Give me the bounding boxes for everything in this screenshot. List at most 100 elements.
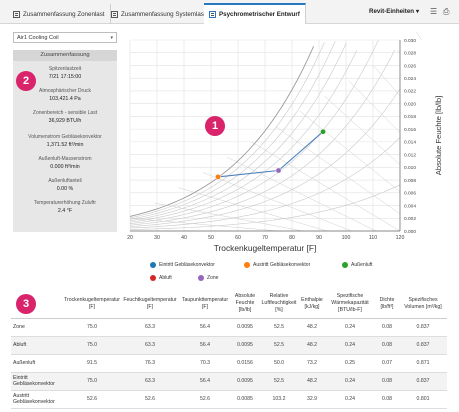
legend-item[interactable]: Austritt Gebläsekonvektor (244, 262, 310, 268)
column-header[interactable]: Enthalpie [kJ/kg] (299, 290, 325, 319)
column-header[interactable]: Taupunkttemperatur [F] (179, 290, 231, 319)
table-cell: 52.5 (259, 372, 299, 391)
table-cell: 0.0156 (231, 354, 259, 373)
enthalpy-line (227, 156, 376, 232)
table-cell: 52.6 (63, 390, 121, 409)
chart-icon (209, 11, 216, 18)
table-cell: 52.6 (121, 390, 179, 409)
table-cell: 52.5 (259, 318, 299, 337)
summary-item: Zonenbereich - sensible Last 36,929 BTU/… (13, 110, 117, 124)
print-icon[interactable]: ⎙ (443, 7, 450, 16)
process-line (217, 131, 324, 178)
column-header[interactable]: Absolute Feuchte [lb/lb] (231, 290, 259, 319)
table-cell: 103.2 (259, 390, 299, 409)
tab-zone-load-summary[interactable]: Zusammenfassung Zonenlast (8, 4, 111, 24)
legend-item[interactable]: Abluft (150, 275, 172, 281)
state-point (320, 128, 326, 135)
table-cell: 0.24 (325, 390, 375, 409)
column-header[interactable]: Relative Luftfeuchtigkeit [%] (259, 290, 299, 319)
table-row: Zone 75.0 63.3 56.4 0.0095 52.5 48.2 0.2… (11, 318, 447, 337)
legend-swatch (244, 262, 250, 268)
y-tick-label: 0.030 (404, 38, 416, 44)
table-cell: 0.871 (399, 354, 447, 373)
summary-value: 2.4 °F (57, 208, 73, 214)
summary-label: Atmosphärischer Druck (39, 88, 91, 94)
y-axis-title: Absolute Feuchte [lb/lb] (434, 96, 443, 175)
legend-swatch (342, 262, 348, 268)
y-tick-label: 0.004 (404, 203, 416, 209)
y-tick-label: 0.002 (404, 216, 416, 222)
summary-value: 36,929 BTU/h (48, 118, 82, 124)
legend-item[interactable]: Eintritt Gebläsekonvektor (150, 262, 215, 268)
table-cell: Zone (11, 318, 63, 337)
summary-value: 7/21 17:15:00 (48, 74, 82, 80)
y-tick-label: 0.014 (404, 140, 416, 146)
table-cell: 0.837 (399, 372, 447, 391)
legend-item[interactable]: Zone (198, 275, 218, 281)
summary-label: Außenluftanteil (48, 178, 82, 184)
callout-badge-1: 1 (205, 116, 225, 136)
x-tick-label: 60 (235, 235, 241, 241)
tab-label: Zusammenfassung Systemlast (121, 10, 206, 18)
units-dropdown[interactable]: Revit-Einheiten ▾ (369, 8, 419, 15)
enthalpy-line (299, 111, 401, 193)
table-cell: 63.3 (121, 318, 179, 337)
table-cell: 0.24 (325, 318, 375, 337)
summary-item: Spitzenlastzeit 7/21 17:15:00 (13, 66, 117, 80)
table-cell: 0.837 (399, 336, 447, 355)
x-tick-label: 100 (342, 235, 351, 241)
column-header[interactable]: Dichte [lb/ft³] (375, 290, 399, 319)
table-cell: 0.08 (375, 390, 399, 409)
table-cell: 48.2 (299, 336, 325, 355)
table-cell: 48.2 (299, 318, 325, 337)
table-cell: 75.0 (63, 318, 121, 337)
tab-bar: Zusammenfassung Zonenlast Zusammenfassun… (0, 0, 459, 24)
table-cell: 0.24 (325, 336, 375, 355)
x-tick-label: 20 (127, 235, 133, 241)
enthalpy-line (178, 187, 328, 232)
rh-curve (129, 50, 358, 223)
legend-label: Eintritt Gebläsekonvektor (159, 262, 215, 268)
column-header[interactable]: Trockenkugeltemperatur [F] (63, 290, 121, 319)
enthalpy-line (324, 95, 401, 165)
table-cell: 48.2 (299, 372, 325, 391)
table-cell: 50.0 (259, 354, 299, 373)
y-tick-label: 0.024 (404, 76, 416, 82)
tab-psychrometric-design[interactable]: Psychrometrischer Entwurf (204, 3, 306, 24)
state-point (215, 174, 221, 180)
table-cell: 63.3 (121, 372, 179, 391)
legend-label: Austritt Gebläsekonvektor (253, 262, 311, 268)
table-cell: 56.4 (179, 336, 231, 355)
summary-item: Außenluftanteil 0.00 % (13, 178, 117, 192)
chevron-down-icon: ▾ (416, 9, 420, 15)
table-cell: 73.2 (299, 354, 325, 373)
legend-label: Außenluft (351, 262, 373, 268)
table-cell: 52.5 (259, 336, 299, 355)
table-cell: 0.801 (399, 390, 447, 409)
table-cell: Eintritt Gebläsekonvektor (11, 372, 63, 391)
coil-selector[interactable]: Air1 Cooling Coil ▾ (13, 32, 117, 43)
y-tick-label: 0.026 (404, 63, 416, 69)
settings-icon[interactable]: ☰ (430, 7, 438, 16)
summary-value: 0.000 ft³/min (50, 164, 80, 170)
rh-curve (129, 46, 315, 217)
summary-item: Außenluft-Massenstrom 0.000 ft³/min (13, 156, 117, 170)
legend-item[interactable]: Außenluft (342, 262, 372, 268)
legend-swatch (150, 275, 156, 281)
y-tick-label: 0.016 (404, 127, 416, 133)
summary-value: 1,371.52 ft³/min (46, 142, 84, 148)
tab-system-load-summary[interactable]: Zusammenfassung Systemlast (106, 4, 212, 24)
x-tick-label: 40 (181, 235, 187, 241)
table-cell: 0.0095 (231, 372, 259, 391)
rh-curve (129, 41, 336, 220)
units-label: Revit-Einheiten (369, 8, 415, 15)
y-tick-label: 0.022 (404, 89, 416, 95)
column-header[interactable]: Spezifisches Volumen [m³/kg] (399, 290, 447, 319)
y-tick-label: 0.018 (404, 114, 416, 120)
column-header[interactable]: Feuchtkugeltemperatur [F] (121, 290, 179, 319)
column-header[interactable]: Spezifische Wärmekapazität [BTU/lb-F] (325, 290, 375, 319)
chart-legend: Eintritt Gebläsekonvektor Austritt Geblä… (146, 258, 406, 284)
summary-label: Volumenstrom Gebläsekonvektor (28, 134, 102, 140)
column-header (11, 290, 63, 319)
